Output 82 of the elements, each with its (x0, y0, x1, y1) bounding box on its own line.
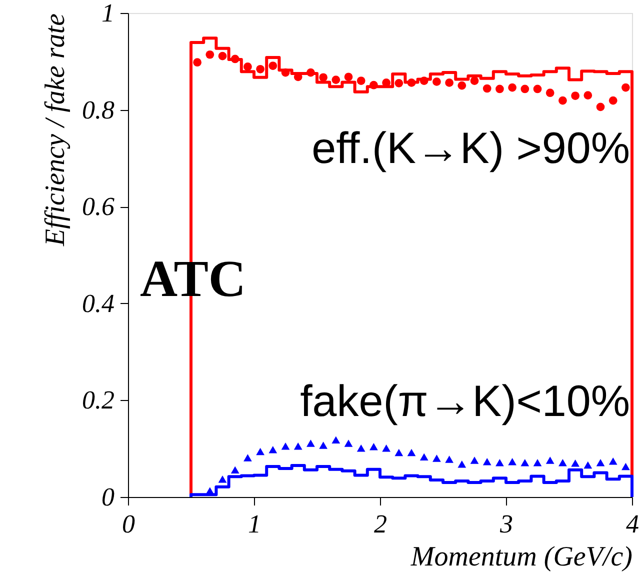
point (470, 76, 479, 85)
point (294, 442, 302, 450)
point (546, 456, 554, 464)
point (520, 459, 530, 466)
point (230, 466, 240, 474)
point (533, 84, 542, 94)
x-tick-label: 4 (626, 510, 639, 538)
x-axis-title: Momentum (GeV/c) (410, 542, 632, 572)
y-tick-label: 0.8 (82, 95, 114, 124)
point (218, 475, 227, 483)
point (394, 448, 404, 456)
point (407, 78, 416, 87)
point (496, 459, 504, 466)
y-tick-label: 0 (102, 482, 114, 512)
point (244, 454, 252, 462)
point (470, 456, 479, 464)
point (319, 442, 328, 449)
point (206, 50, 214, 59)
point (332, 76, 340, 84)
y-tick-label: 1 (102, 0, 114, 28)
point (356, 76, 366, 85)
point (608, 458, 618, 465)
point (458, 81, 466, 90)
point (256, 64, 264, 74)
point (319, 73, 328, 82)
point (244, 62, 252, 71)
point (382, 444, 390, 452)
point (596, 102, 605, 112)
point (508, 83, 516, 92)
y-axis-title: Efficiency / fake rate (40, 14, 71, 247)
point (332, 436, 340, 444)
point (256, 448, 264, 456)
point (558, 96, 567, 105)
point (193, 58, 202, 67)
point (608, 96, 618, 105)
point (445, 456, 454, 463)
x-tick-label: 0 (122, 510, 135, 538)
point (281, 68, 290, 77)
point (344, 72, 353, 82)
x-tick-label: 1 (248, 510, 261, 538)
point (533, 459, 542, 466)
point (596, 459, 605, 466)
point (482, 458, 492, 466)
point (344, 440, 353, 447)
point (508, 458, 516, 466)
point (230, 54, 240, 64)
point (306, 68, 315, 77)
point (584, 461, 592, 469)
point (558, 459, 567, 466)
point (206, 487, 214, 494)
point (496, 84, 504, 94)
point (432, 454, 441, 462)
point (571, 459, 580, 467)
point (268, 62, 278, 70)
y-tick-label: 0.6 (82, 192, 114, 222)
point (370, 443, 378, 450)
y-tick-label: 0.2 (82, 386, 114, 415)
point (546, 88, 554, 98)
point (420, 76, 428, 85)
point (268, 446, 278, 454)
point (394, 79, 404, 88)
x-tick-label: 2 (374, 510, 387, 538)
point (445, 78, 454, 87)
point (458, 460, 466, 468)
point (420, 453, 428, 460)
point (356, 444, 366, 452)
annotation: eff.(K→K) >90% (312, 124, 630, 173)
point (432, 78, 441, 86)
point (584, 91, 592, 100)
y-tick-label: 0.4 (82, 288, 114, 318)
x-tick-label: 3 (499, 510, 513, 538)
annotation: fake(π→K)<10% (300, 377, 630, 426)
point (306, 440, 315, 447)
point (482, 84, 492, 93)
point (281, 442, 290, 450)
point (571, 92, 580, 100)
point (622, 462, 630, 470)
point (407, 448, 416, 456)
point (622, 83, 630, 92)
point (520, 84, 530, 94)
point (370, 80, 378, 90)
point (218, 52, 227, 60)
